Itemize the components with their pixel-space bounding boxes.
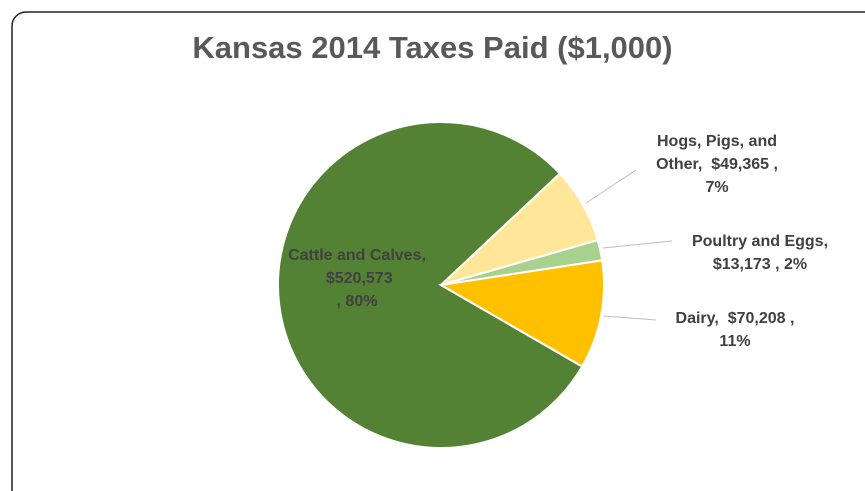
label-value: $49,365 [711, 156, 770, 173]
label-value: $70,208 [727, 310, 786, 327]
label-percent: 11% [719, 333, 751, 350]
label-category: Hogs, Pigs, and Other [656, 133, 777, 173]
label-percent: 2% [784, 256, 808, 273]
label-value: $13,173 [712, 256, 771, 273]
pie [277, 121, 605, 449]
label-value: $520,573 [325, 270, 393, 287]
label-percent: 80% [345, 293, 378, 310]
leader-line [603, 315, 657, 321]
label-category: Poultry and Eggs [691, 233, 824, 250]
label-percent: 7% [705, 179, 729, 196]
label-category: Cattle and Calves [288, 247, 422, 264]
chart-title: Kansas 2014 Taxes Paid ($1,000) [192, 30, 673, 65]
label-category: Dairy [675, 310, 715, 327]
data-label: Dairy, $70,208 , 11% [675, 310, 795, 350]
pie-slice [277, 121, 584, 449]
pie-slice [438, 259, 605, 368]
leader-line [602, 240, 673, 249]
leader-line [585, 169, 637, 204]
data-label: Cattle and Calves, $520,573, 80% [288, 247, 426, 310]
data-label: Hogs, Pigs, and Other, $49,365 , 7% [656, 133, 778, 196]
data-label: Poultry and Eggs, $13,173 , 2% [691, 233, 829, 273]
